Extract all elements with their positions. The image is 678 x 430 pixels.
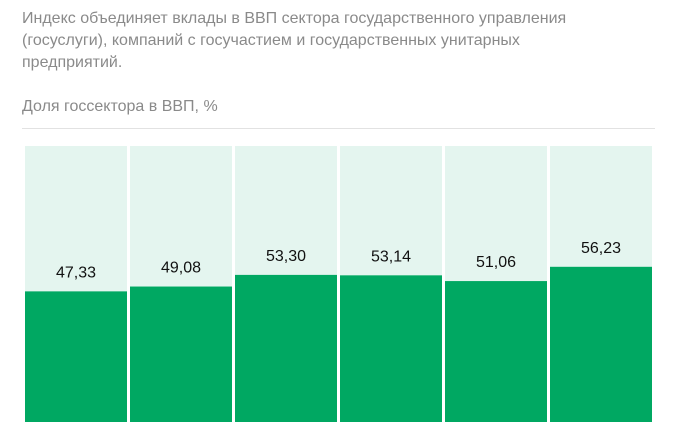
bar <box>445 281 547 422</box>
separator <box>22 128 655 129</box>
bar <box>235 274 337 422</box>
value-label: 56,23 <box>581 240 621 257</box>
value-label: 47,33 <box>56 264 96 281</box>
value-label: 53,30 <box>266 248 306 265</box>
bar <box>550 266 652 422</box>
chart-title: Доля госсектора в ВВП, % <box>22 98 218 115</box>
bar <box>340 275 442 422</box>
value-label: 49,08 <box>161 260 201 277</box>
bar <box>130 286 232 422</box>
bar <box>25 291 127 422</box>
description: Индекс объединяет вклады в ВВП сектора г… <box>22 10 567 71</box>
value-label: 53,14 <box>371 248 411 265</box>
value-label: 51,06 <box>476 254 516 271</box>
